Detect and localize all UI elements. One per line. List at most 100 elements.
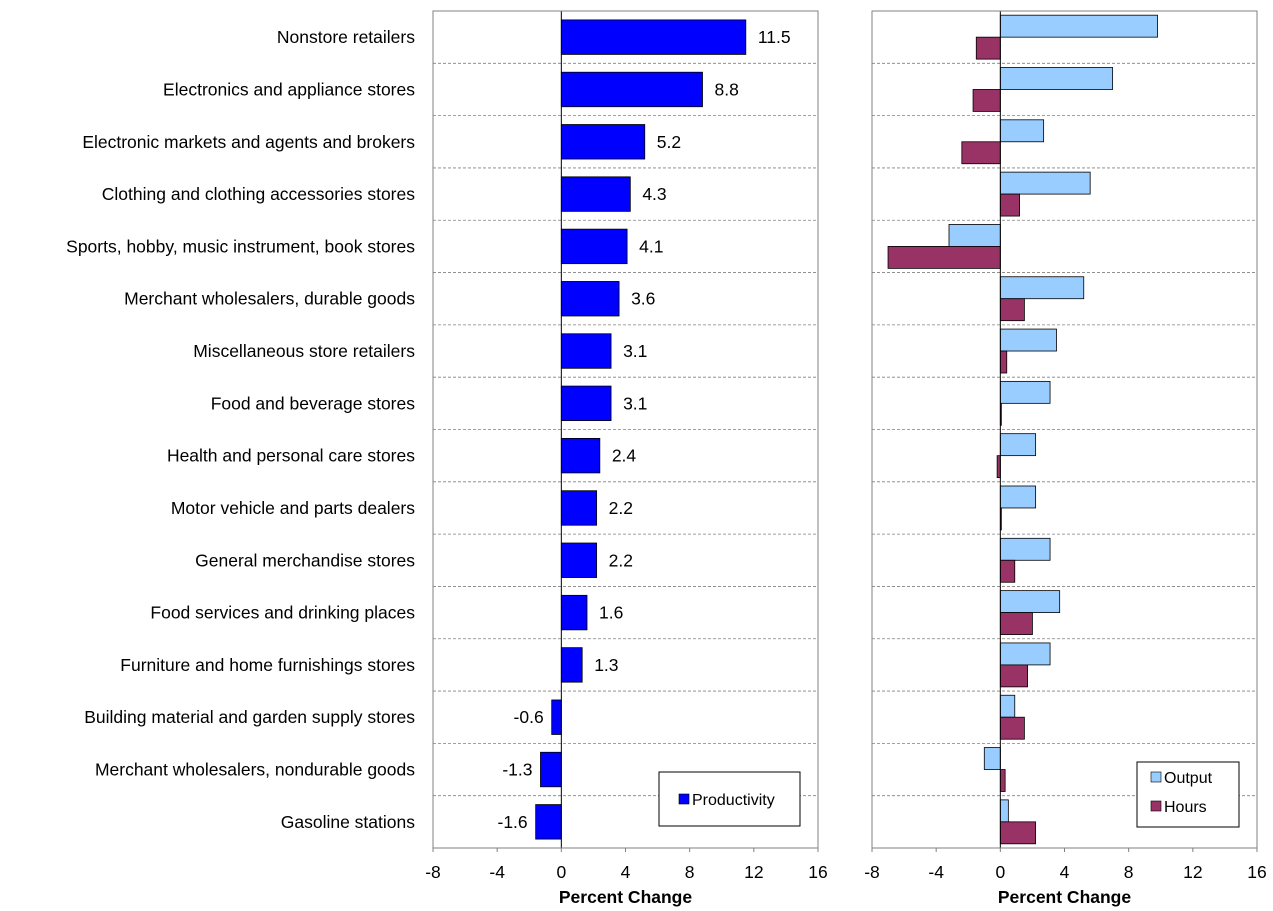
legend-swatch — [1150, 771, 1162, 783]
bar-hours — [999, 559, 1016, 583]
data-label: 3.1 — [623, 341, 647, 361]
data-label: 1.6 — [599, 603, 623, 623]
x-tick-label: -8 — [425, 862, 441, 882]
category-label: Clothing and clothing accessories stores — [102, 184, 415, 204]
x-tick-label: 12 — [1183, 862, 1202, 882]
data-label: 3.1 — [623, 393, 647, 413]
bar-output — [999, 485, 1037, 509]
category-label: Food services and drinking places — [150, 603, 415, 623]
x-tick-label: 8 — [685, 862, 695, 882]
bar-hours — [972, 89, 1001, 112]
bar-hours — [999, 298, 1025, 322]
bar-productivity — [540, 751, 562, 788]
grid-layer — [433, 62, 1257, 797]
bar-hours — [999, 821, 1037, 845]
data-label: 2.2 — [609, 498, 633, 518]
frame-layer — [432, 10, 1258, 852]
x-tick-label: 16 — [1247, 862, 1266, 882]
legend-swatch — [678, 793, 690, 805]
category-label: Food and beverage stores — [211, 393, 416, 413]
x-tick-label: 16 — [808, 862, 827, 882]
bar-hours — [975, 36, 1001, 60]
legend-label: Output — [1164, 770, 1213, 787]
data-label: 2.4 — [612, 446, 637, 466]
x-axis-title: Percent Change — [559, 887, 692, 907]
data-label: -1.3 — [502, 760, 532, 780]
data-label: 3.6 — [631, 289, 655, 309]
x-tick-label: 0 — [995, 862, 1005, 882]
legend-label: Productivity — [692, 792, 775, 809]
bar-output — [999, 328, 1057, 352]
category-label: Merchant wholesalers, nondurable goods — [95, 760, 415, 780]
bar-hours — [999, 193, 1020, 217]
category-label: Motor vehicle and parts dealers — [171, 498, 415, 518]
data-label: 8.8 — [715, 79, 739, 99]
bar-output — [999, 171, 1091, 195]
bar-productivity — [560, 647, 583, 683]
bar-productivity — [560, 437, 601, 474]
bar-productivity — [560, 594, 588, 631]
category-label: Merchant wholesalers, durable goods — [124, 289, 415, 309]
data-label: 11.5 — [758, 27, 791, 47]
x-tick-label: 0 — [556, 862, 566, 882]
bar-hours — [999, 716, 1025, 740]
x-axis-title: Percent Change — [998, 887, 1131, 907]
bar-hours — [999, 612, 1033, 635]
category-label: Health and personal care stores — [167, 446, 415, 466]
bar-productivity — [560, 490, 598, 526]
data-label: -1.6 — [498, 812, 528, 832]
data-label: 1.3 — [594, 655, 618, 675]
bar-output — [999, 799, 1009, 823]
bar-productivity — [535, 804, 562, 840]
x-tick-label: -4 — [489, 862, 505, 882]
bar-hours — [887, 246, 1001, 269]
bar-output — [999, 67, 1114, 90]
category-label: Electronics and appliance stores — [163, 79, 415, 99]
bar-hours — [999, 769, 1006, 792]
legend-label: Hours — [1164, 799, 1207, 816]
bar-output — [999, 537, 1051, 561]
x-tick-label: 4 — [1060, 862, 1070, 882]
bar-hours — [961, 141, 1001, 165]
bar-output — [983, 747, 1001, 770]
labels-layer: Nonstore retailers Electronics and applia… — [66, 27, 1267, 907]
category-label: General merchandise stores — [195, 550, 415, 570]
x-tick-label: 12 — [744, 862, 763, 882]
data-label: 4.3 — [642, 184, 666, 204]
bar-output — [999, 380, 1051, 404]
category-label: Furniture and home furnishings stores — [120, 655, 415, 675]
bar-output — [999, 276, 1085, 300]
data-label: -0.6 — [514, 707, 544, 727]
category-label: Sports, hobby, music instrument, book st… — [66, 236, 415, 256]
data-label: 2.2 — [609, 550, 633, 570]
category-label: Miscellaneous store retailers — [193, 341, 415, 361]
x-tick-label: 8 — [1124, 862, 1134, 882]
bar-productivity — [560, 542, 598, 578]
bar-productivity — [560, 176, 631, 212]
bar-output — [999, 590, 1061, 613]
bar-hours — [999, 664, 1029, 688]
bar-output — [999, 694, 1016, 718]
bar-productivity — [560, 385, 612, 422]
bar-output — [999, 119, 1045, 143]
bar-output — [999, 14, 1158, 38]
legend-swatch — [1150, 800, 1162, 812]
x-tick-label: -4 — [928, 862, 944, 882]
bar-output — [999, 433, 1037, 457]
data-label: 5.2 — [657, 132, 681, 152]
bar-productivity — [551, 699, 562, 735]
category-label: Building material and garden supply stor… — [84, 707, 415, 727]
bar-productivity — [560, 19, 747, 55]
bar-output — [999, 642, 1051, 666]
bar-productivity — [560, 281, 620, 317]
data-label: 4.1 — [639, 236, 663, 256]
bar-productivity — [560, 124, 646, 160]
legend-layer: Productivity Output Hours — [658, 761, 1240, 828]
bar-productivity — [560, 71, 703, 108]
bar-hours — [999, 350, 1008, 374]
bar-productivity — [560, 333, 612, 369]
x-tick-label: 4 — [621, 862, 631, 882]
category-label: Nonstore retailers — [277, 27, 415, 47]
bar-output — [948, 224, 1001, 247]
